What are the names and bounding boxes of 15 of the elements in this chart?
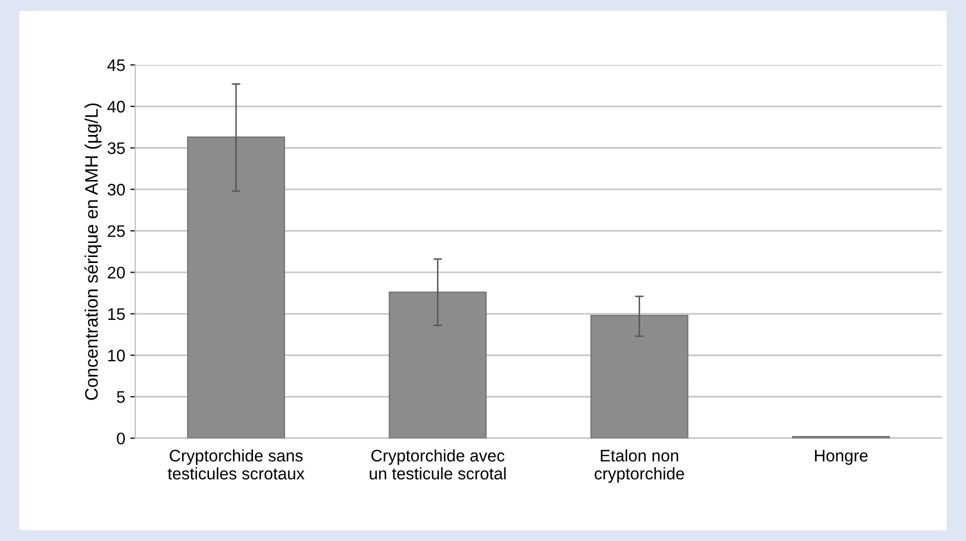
y-tick-label: 15 — [108, 308, 125, 320]
y-tick-label: 5 — [116, 391, 125, 403]
y-axis-title: Concentration sérique en AMH (µg/L) — [84, 103, 102, 400]
x-tick-label: Cryptorchide sans testicules scrotaux — [168, 449, 304, 480]
y-tick-label: 40 — [107, 100, 125, 113]
y-tick-label: 25 — [108, 225, 125, 238]
y-tick-label: 30 — [108, 184, 125, 196]
y-tick-label: 45 — [107, 59, 125, 72]
y-tick-label: 10 — [108, 350, 125, 362]
y-tick-label: 35 — [108, 142, 125, 154]
x-tick-label: Hongre — [815, 450, 868, 465]
x-tick-label: Etalon non cryptorchide — [594, 449, 684, 483]
y-tick-label: 20 — [108, 266, 125, 279]
y-tick-label: 0 — [116, 432, 125, 444]
x-tick-label: Cryptorchide avec un testicule scrotal — [370, 449, 506, 480]
